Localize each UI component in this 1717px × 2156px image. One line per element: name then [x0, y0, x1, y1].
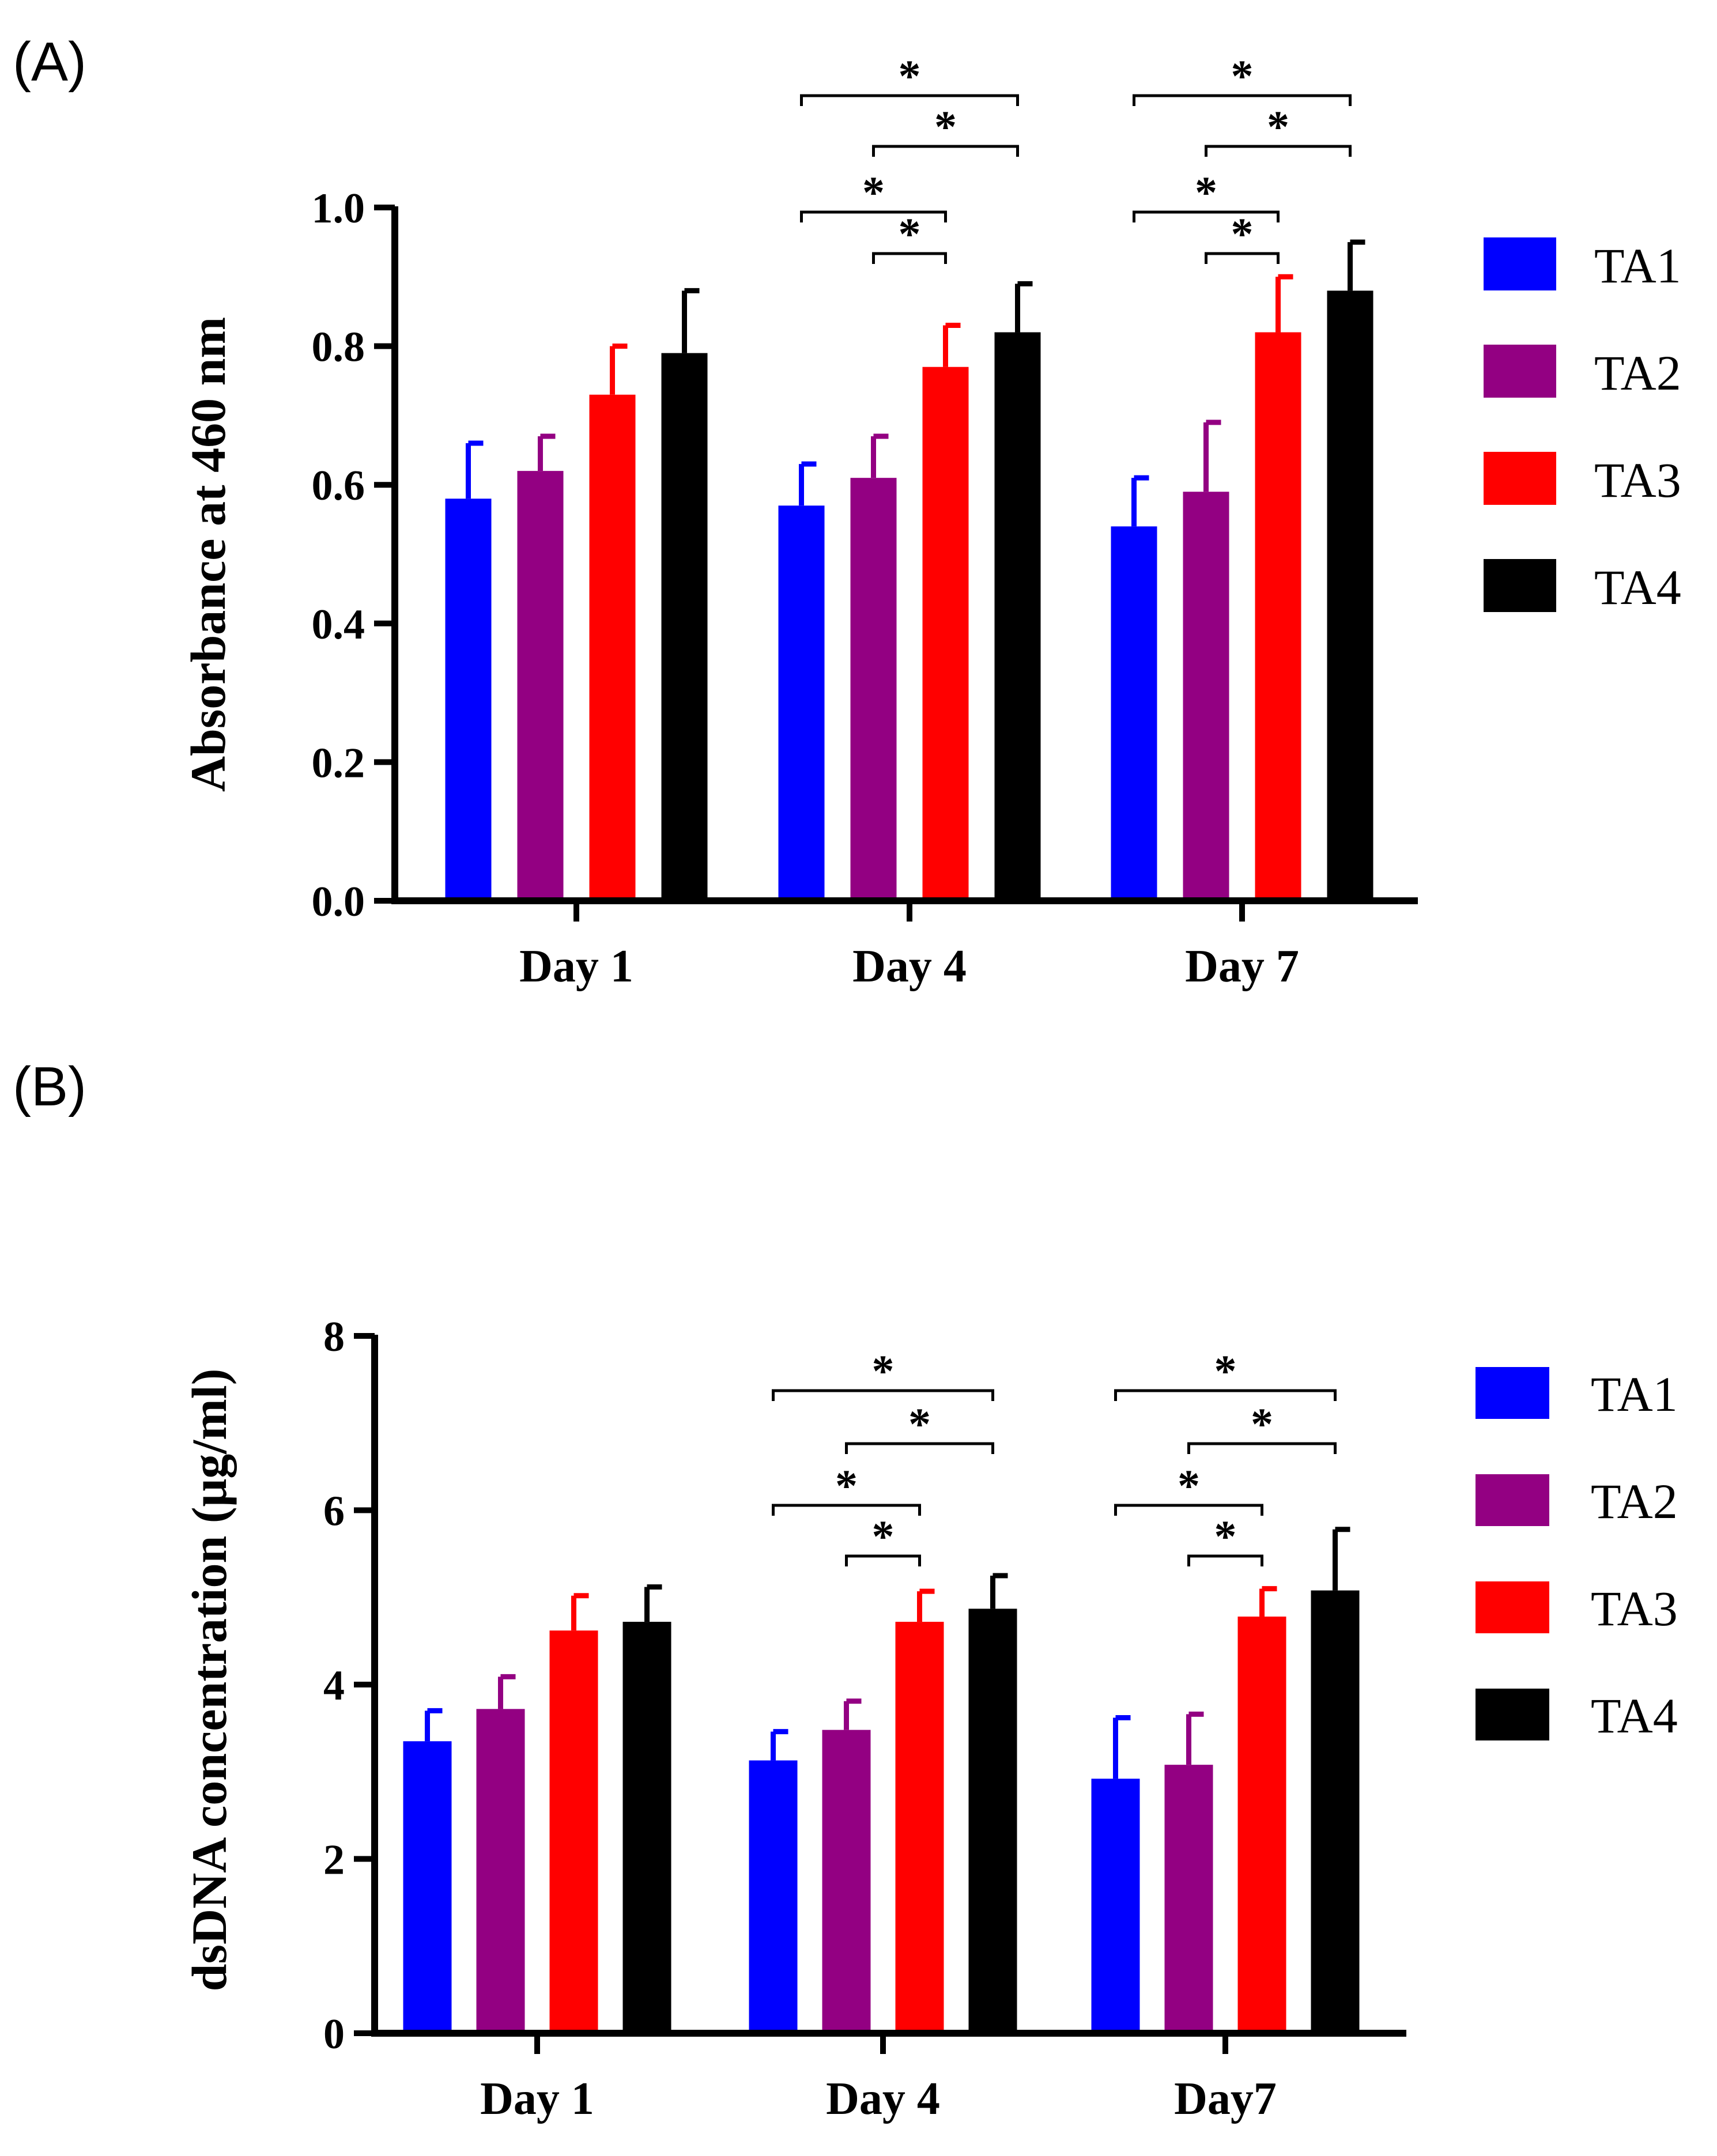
y-tick-label: 0.2: [312, 739, 365, 787]
significance-bracket: [1205, 252, 1280, 264]
significance-bracket: [1114, 1389, 1337, 1401]
significance-star: *: [1214, 1346, 1237, 1396]
chart-panel-a: (A) Absorbance at 460 nm 0.0 0.2 0.4 0.6 0.8 1.…: [13, 31, 1681, 992]
bar-ta2-day1: [517, 471, 564, 901]
x-tick-label: Day 4: [852, 941, 967, 992]
bar-ta3-day4: [895, 1622, 944, 2033]
chart-panel-b: (B) dsDNA concentration (μg/ml) 0 2 4 6 8 Day 1…: [13, 1056, 1678, 2124]
legend-label-ta3: TA3: [1591, 1581, 1678, 1636]
significance-bracket: [1187, 1442, 1337, 1454]
legend-swatch-ta2: [1476, 1474, 1549, 1526]
significance-bracket: [800, 210, 947, 222]
significance-star: *: [1231, 209, 1254, 259]
x-tick-label: Day 7: [1185, 941, 1299, 992]
y-tick-label: 0.4: [312, 601, 365, 648]
significance-star: *: [1251, 1399, 1273, 1449]
legend-swatch-ta3: [1484, 452, 1556, 505]
bar-ta1-day4: [778, 505, 825, 901]
bar-ta4-day1: [622, 1622, 671, 2033]
legend-swatch-ta3: [1476, 1581, 1549, 1633]
significance-star: *: [872, 1346, 895, 1396]
y-axis-title: dsDNA concentration (μg/ml): [182, 1369, 237, 1992]
significance-star: *: [1178, 1460, 1200, 1511]
significance-bracket: [1133, 210, 1280, 222]
significance-bracket: [872, 145, 1019, 157]
y-tick-label: 0.8: [312, 324, 365, 371]
significance-star: *: [1214, 1511, 1237, 1561]
panel-label: (B): [13, 1056, 86, 1117]
significance-star: *: [934, 101, 957, 152]
legend-label-ta4: TA4: [1594, 560, 1681, 615]
bar-ta1-day1: [403, 1741, 452, 2033]
bar-ta1-day1: [445, 499, 492, 901]
bar-ta1-day7: [1111, 526, 1157, 901]
significance-star: *: [899, 209, 921, 259]
significance-bracket: [845, 1442, 994, 1454]
x-tick-label: Day 1: [480, 2074, 594, 2124]
y-axis-title: Absorbance at 460 nm: [180, 317, 236, 792]
legend-swatch-ta2: [1484, 345, 1556, 398]
bar-ta1-day7: [1091, 1779, 1140, 2033]
legend-label-ta3: TA3: [1594, 452, 1681, 508]
legend-label-ta2: TA2: [1594, 345, 1681, 401]
significance-bracket: [1133, 94, 1352, 106]
y-tick-label: 0.0: [312, 878, 365, 926]
y-tick-label: 6: [323, 1488, 345, 1535]
bar-ta4-day1: [661, 353, 708, 901]
significance-bracket: [1114, 1504, 1263, 1516]
significance-star: *: [872, 1511, 895, 1561]
legend-swatch-ta4: [1484, 559, 1556, 612]
bar-ta1-day4: [749, 1760, 798, 2033]
y-tick-label: 0: [323, 2011, 345, 2058]
bar-ta3-day7: [1237, 1617, 1286, 2033]
bar-ta2-day7: [1164, 1765, 1213, 2033]
bar-ta4-day4: [968, 1608, 1017, 2033]
significance-star: *: [835, 1460, 858, 1511]
significance-bracket: [1205, 145, 1352, 157]
significance-bracket: [800, 94, 1019, 106]
bar-ta4-day4: [994, 332, 1041, 901]
x-tick-label: Day 1: [519, 941, 633, 992]
y-tick-label: 4: [323, 1662, 345, 1709]
legend-label-ta4: TA4: [1591, 1688, 1678, 1743]
legend-swatch-ta1: [1476, 1367, 1549, 1419]
bar-ta4-day7: [1327, 290, 1373, 901]
bar-ta2-day4: [822, 1730, 871, 2033]
legend-label-ta2: TA2: [1591, 1474, 1678, 1529]
significance-star: *: [1195, 167, 1217, 217]
bar-ta2-day1: [476, 1709, 525, 2033]
legend-label-ta1: TA1: [1594, 238, 1681, 293]
significance-star: *: [862, 167, 885, 217]
x-tick-label: Day7: [1174, 2074, 1277, 2124]
significance-bracket: [845, 1554, 921, 1566]
significance-bracket: [772, 1504, 921, 1516]
y-tick-label: 8: [323, 1313, 345, 1361]
legend-swatch-ta4: [1476, 1689, 1549, 1740]
bar-ta2-day4: [850, 478, 897, 901]
x-tick-label: Day 4: [826, 2074, 940, 2124]
bar-ta4-day7: [1311, 1590, 1360, 2033]
significance-bracket: [772, 1389, 994, 1401]
significance-star: *: [908, 1399, 931, 1449]
bar-ta3-day4: [922, 367, 969, 901]
significance-star: *: [899, 51, 921, 101]
significance-star: *: [1267, 101, 1289, 152]
panel-label: (A): [13, 31, 86, 93]
legend-swatch-ta1: [1484, 237, 1556, 290]
legend-label-ta1: TA1: [1591, 1366, 1678, 1422]
bar-ta3-day1: [589, 394, 636, 901]
bar-ta3-day7: [1255, 332, 1301, 901]
y-tick-label: 0.6: [312, 462, 365, 509]
bar-ta3-day1: [549, 1630, 598, 2033]
significance-bracket: [872, 252, 947, 264]
significance-bracket: [1187, 1554, 1263, 1566]
bar-ta2-day7: [1183, 492, 1229, 901]
significance-star: *: [1231, 51, 1254, 101]
y-tick-label: 1.0: [312, 185, 365, 232]
y-tick-label: 2: [323, 1837, 345, 1884]
